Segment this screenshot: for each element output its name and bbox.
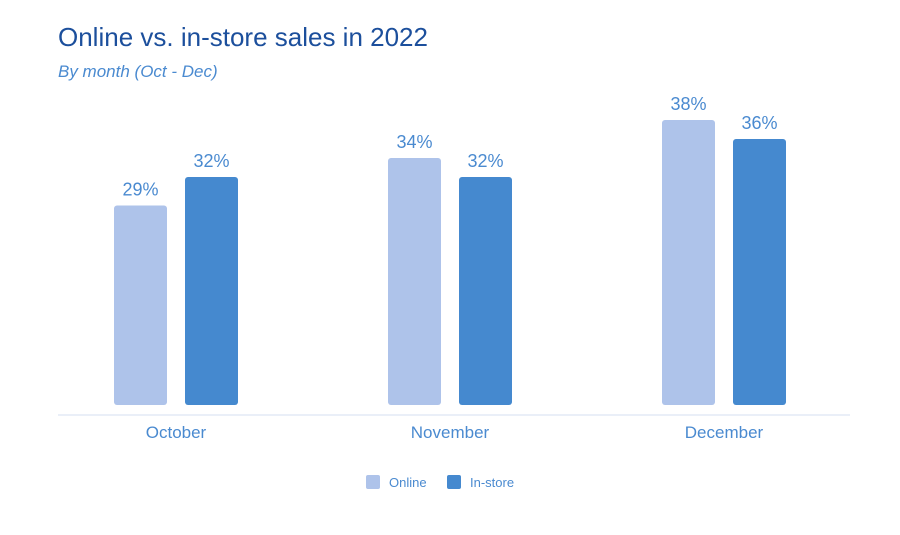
chart-subtitle: By month (Oct - Dec) [58,62,218,81]
bar-in-store-october [185,177,238,405]
bar-online-december [662,120,715,405]
data-label: 38% [670,94,706,114]
chart-title: Online vs. in-store sales in 2022 [58,22,428,52]
x-tick-label: November [411,423,490,442]
bar-in-store-november [459,177,512,405]
data-label: 32% [193,151,229,171]
legend-swatch-in-store [447,475,461,489]
legend-label: In-store [470,475,514,490]
x-tick-label: October [146,423,207,442]
data-label: 29% [122,180,158,200]
x-tick-label: December [685,423,764,442]
data-label: 34% [396,132,432,152]
bar-in-store-december [733,139,786,405]
bar-online-november [388,158,441,405]
legend-swatch-online [366,475,380,489]
data-label: 32% [467,151,503,171]
legend-label: Online [389,475,427,490]
bar-online-october [114,205,167,405]
data-label: 36% [741,113,777,133]
